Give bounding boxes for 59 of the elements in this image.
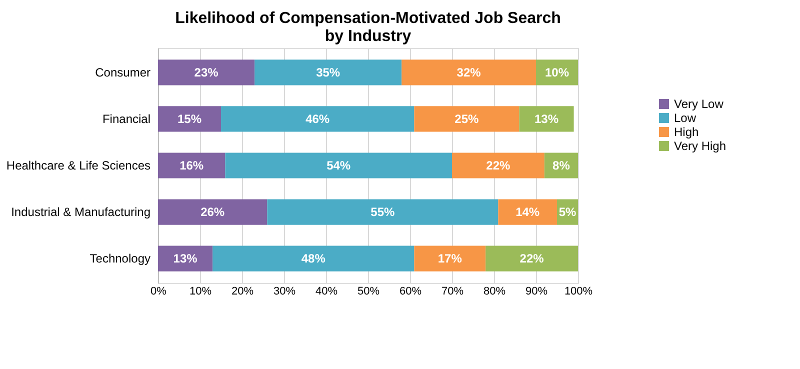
y-tick-label: Industrial & Manufacturing [11, 205, 150, 220]
x-tick-label: 10% [189, 286, 212, 298]
data-label: 35% [316, 65, 340, 80]
data-label: 14% [516, 205, 540, 220]
x-tick-label: 20% [231, 286, 254, 298]
bar [158, 60, 255, 86]
x-tick-label: 0% [150, 286, 167, 298]
legend-label: High [674, 125, 699, 139]
x-tick-label: 80% [483, 286, 506, 298]
x-tick-label: 100% [564, 286, 593, 298]
bar [267, 199, 498, 225]
bar [158, 246, 213, 272]
bar [519, 106, 574, 132]
bar [158, 199, 268, 225]
bar [158, 152, 226, 178]
data-label: 22% [520, 252, 544, 266]
data-label: 22% [486, 158, 511, 172]
data-label: 8% [552, 158, 570, 172]
bar [498, 199, 557, 225]
bar [158, 106, 221, 132]
bar [212, 246, 414, 272]
data-label: 13% [534, 112, 559, 126]
legend-label: Very Low [674, 97, 724, 111]
data-label: 16% [180, 158, 204, 172]
legend-label: Low [674, 111, 696, 125]
data-label: 25% [454, 112, 480, 126]
data-label: 26% [200, 205, 225, 220]
x-tick-label: 50% [357, 286, 380, 298]
x-tick-label: 30% [273, 286, 296, 298]
data-label: 48% [301, 252, 326, 266]
x-tick-label: 70% [441, 286, 464, 298]
y-tick-label: Financial [102, 112, 150, 126]
y-tick-label: Healthcare & Life Sciences [6, 158, 150, 172]
bar [402, 60, 536, 86]
bar [452, 152, 544, 178]
bar [414, 106, 520, 132]
bar [544, 152, 578, 178]
data-label: 17% [438, 252, 462, 266]
data-label: 54% [326, 158, 351, 172]
data-label: 32% [456, 65, 482, 80]
data-label: 10% [544, 65, 570, 80]
legend-label: Very High [674, 139, 726, 153]
data-label: 13% [173, 252, 198, 266]
data-label: 5% [558, 205, 576, 220]
x-tick-label: 90% [525, 286, 548, 298]
data-label: 46% [306, 112, 330, 126]
y-tick-label: Consumer [95, 65, 150, 80]
data-label: 15% [177, 112, 202, 126]
data-label: 23% [194, 65, 219, 80]
y-tick-label: Technology [90, 252, 150, 266]
x-tick-label: 60% [399, 286, 422, 298]
bar [486, 246, 578, 272]
bar [221, 106, 414, 132]
bar [414, 246, 486, 272]
data-label: 55% [370, 205, 396, 220]
bar [225, 152, 452, 178]
x-tick-label: 40% [315, 286, 338, 298]
bar [254, 60, 402, 86]
chart-title: Likelihood of Compensation-Motivated Job Search by Industry [175, 10, 561, 45]
